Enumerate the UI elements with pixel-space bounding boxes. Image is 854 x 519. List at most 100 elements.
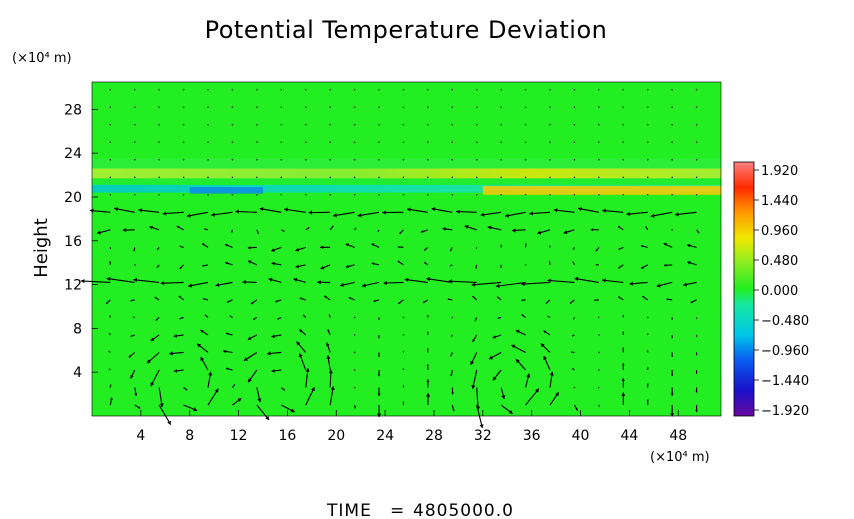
- wind-arrow-head: [248, 378, 252, 383]
- wind-arrow-head: [169, 351, 173, 356]
- wind-dot: [378, 194, 380, 196]
- wind-dot: [451, 141, 454, 143]
- wind-dot: [671, 124, 673, 126]
- wind-dot: [378, 176, 380, 178]
- wind-arrow-head: [226, 300, 230, 303]
- wind-dot: [329, 194, 331, 196]
- x-tick-label: 20: [327, 428, 345, 444]
- colorbar-tick-label: 1.440: [761, 194, 798, 209]
- wind-dot: [231, 106, 234, 108]
- wind-arrow-head: [178, 296, 181, 299]
- wind-dot: [158, 141, 160, 143]
- wind-arrow-head: [150, 337, 155, 341]
- x-tick-label: 32: [474, 428, 492, 444]
- wind-dot: [182, 106, 185, 108]
- wind-dot: [207, 124, 209, 126]
- wind-dot: [231, 176, 234, 178]
- wind-arrow-head: [293, 277, 298, 282]
- wind-dot: [524, 124, 527, 126]
- wind-arrow-head: [572, 368, 574, 370]
- wind-arrow-head: [426, 348, 429, 350]
- wind-dot: [622, 159, 624, 161]
- colorbar: 1.920 1.440 0.960 0.480 0.000 −0.480 −0.960 −1.…: [733, 161, 809, 419]
- wind-arrow: [448, 280, 477, 283]
- wind-arrow-head: [622, 314, 624, 316]
- wind-arrow-head: [295, 264, 300, 269]
- wind-arrow-head: [157, 248, 159, 250]
- wind-dot: [671, 159, 673, 161]
- wind-dot: [402, 106, 405, 108]
- wind-dot: [647, 124, 649, 126]
- wind-arrow-head: [599, 406, 600, 407]
- wind-arrow: [521, 281, 551, 285]
- wind-arrow-head: [204, 228, 206, 230]
- wind-arrow-head: [257, 232, 259, 234]
- wind-dot: [182, 176, 185, 178]
- wind-arrow-head: [647, 367, 649, 368]
- wind-arrow-head: [646, 399, 649, 402]
- wind-dot: [329, 106, 331, 108]
- wind-arrow-head: [540, 343, 545, 348]
- wind-dot: [109, 124, 112, 126]
- wind-dot: [231, 124, 234, 126]
- wind-arrow-head: [371, 262, 375, 266]
- wind-arrow-head: [686, 243, 691, 248]
- wind-arrow-head: [618, 266, 621, 269]
- wind-arrow-head: [553, 208, 558, 213]
- wind-dot: [427, 106, 429, 108]
- wind-arrow: [333, 211, 355, 217]
- x-tick-label: 48: [669, 428, 687, 444]
- wind-dot: [476, 159, 478, 161]
- wind-arrow-head: [650, 213, 655, 218]
- wind-arrow-head: [308, 210, 313, 215]
- wind-dot: [598, 159, 600, 161]
- wind-arrow-head: [573, 248, 574, 250]
- wind-dot: [476, 88, 478, 91]
- wind-dot: [158, 176, 160, 178]
- wind-arrow-head: [666, 298, 669, 301]
- wind-arrow-head: [470, 361, 475, 365]
- wind-arrow: [674, 211, 697, 216]
- wind-dot: [598, 369, 600, 371]
- wind-arrow-head: [397, 245, 400, 249]
- wind-arrow-head: [427, 331, 429, 333]
- wind-dot: [353, 316, 356, 319]
- wind-arrow-head: [345, 243, 349, 247]
- plot-area: [80, 81, 722, 429]
- wind-arrow-head: [283, 388, 285, 391]
- colorbar-tick-label: −0.960: [761, 344, 809, 359]
- wind-arrow-head: [229, 315, 231, 317]
- wind-dot: [329, 159, 331, 161]
- wind-arrow-head: [640, 244, 644, 248]
- wind-arrow-head: [645, 226, 647, 228]
- wind-dot: [305, 106, 307, 108]
- band-warm: [482, 186, 721, 195]
- wind-arrow-head: [188, 283, 192, 288]
- wind-arrow-head: [683, 282, 687, 287]
- wind-dot: [402, 159, 405, 161]
- time-label: TIME: [326, 501, 372, 519]
- wind-arrow-head: [167, 420, 171, 425]
- wind-dot: [305, 176, 307, 178]
- wind-dot: [451, 106, 454, 108]
- wind-dot: [158, 124, 160, 126]
- wind-dot: [158, 106, 160, 108]
- wind-dot: [402, 141, 405, 143]
- wind-arrow-head: [543, 355, 548, 360]
- wind-dot: [451, 88, 454, 91]
- wind-arrow-head: [275, 300, 278, 303]
- wind-arrow-head: [397, 260, 401, 264]
- wind-arrow-head: [500, 266, 502, 268]
- wind-arrow-head: [450, 354, 452, 357]
- wind-arrow-head: [450, 374, 453, 377]
- wind-dot: [598, 141, 600, 143]
- wind-dot: [622, 124, 624, 126]
- wind-arrow-head: [277, 317, 279, 320]
- x-tick-label: 16: [279, 428, 297, 444]
- wind-arrow-head: [526, 373, 531, 378]
- wind-arrow-head: [403, 368, 404, 369]
- wind-arrow-head: [154, 297, 157, 299]
- wind-dot: [573, 141, 576, 143]
- wind-arrow-head: [224, 243, 228, 247]
